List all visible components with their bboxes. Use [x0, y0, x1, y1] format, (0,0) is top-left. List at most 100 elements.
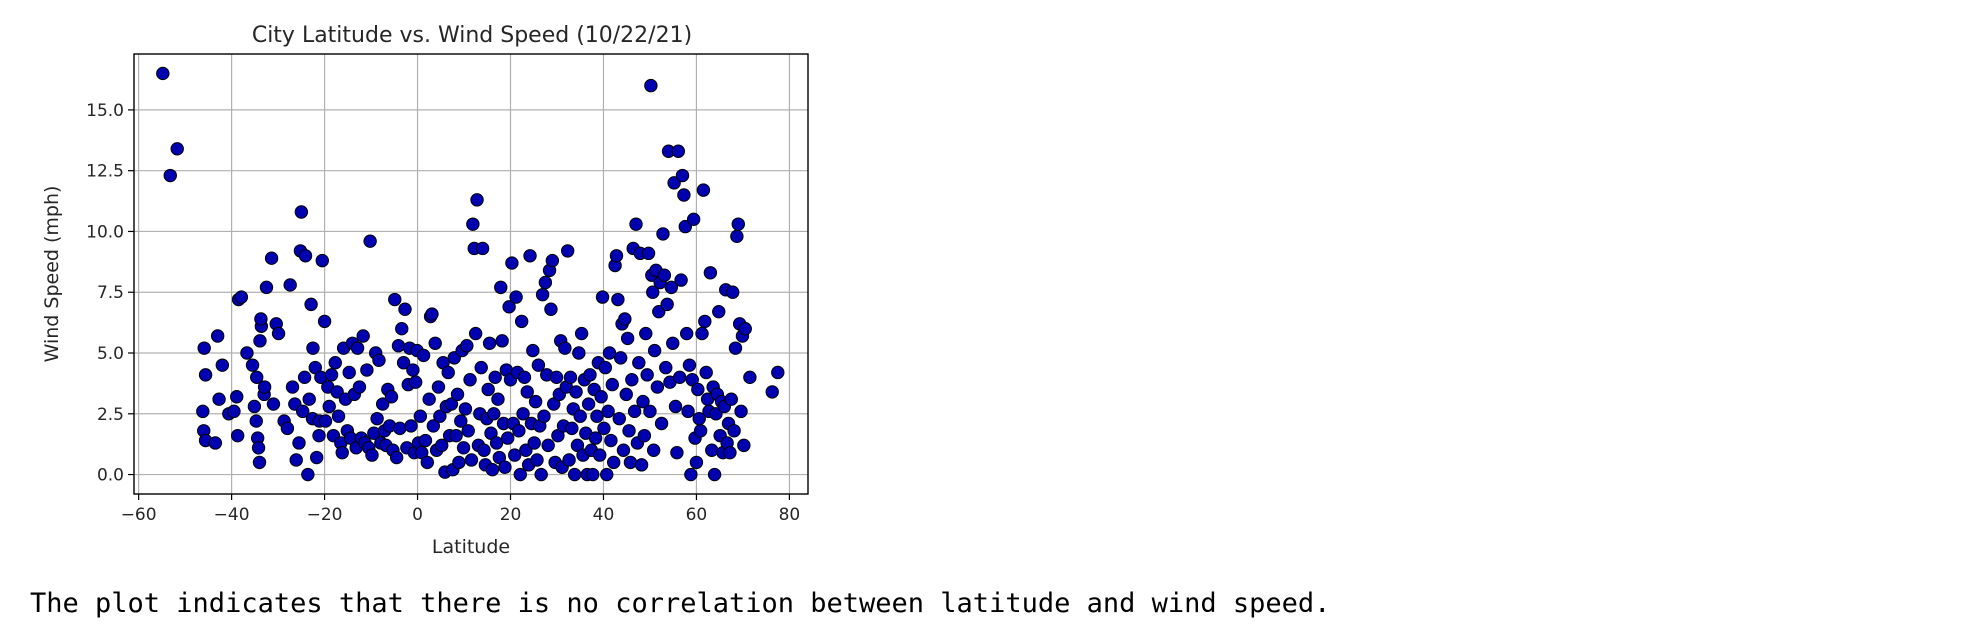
data-point: [691, 382, 705, 397]
data-point: [723, 445, 737, 460]
data-point: [569, 385, 583, 399]
data-point: [634, 458, 649, 472]
data-point: [208, 436, 223, 450]
data-point: [588, 431, 603, 445]
data-point: [656, 227, 670, 241]
y-tick-label: 15.0: [86, 101, 124, 121]
data-point: [738, 321, 752, 336]
data-point: [264, 251, 279, 265]
data-point: [650, 380, 665, 394]
data-point: [360, 363, 374, 377]
plot-area-frame: [133, 53, 809, 495]
data-point: [705, 443, 719, 457]
data-point: [678, 219, 692, 234]
data-point: [477, 443, 491, 457]
data-point: [482, 336, 497, 350]
data-point: [312, 428, 326, 443]
data-point: [609, 249, 624, 263]
data-point: [743, 370, 757, 385]
data-point: [454, 414, 468, 428]
data-point: [535, 287, 550, 302]
data-point: [670, 445, 684, 460]
data-point: [210, 329, 225, 343]
data-point: [709, 407, 723, 421]
data-point: [712, 304, 726, 319]
data-point: [698, 314, 712, 329]
x-tick-label: 60: [686, 505, 708, 525]
data-point: [280, 421, 295, 436]
data-point: [420, 455, 435, 470]
data-point: [266, 397, 281, 411]
data-point: [254, 312, 268, 326]
data-point: [523, 249, 537, 263]
data-point: [636, 394, 650, 409]
data-point: [289, 453, 303, 467]
data-point: [696, 183, 711, 197]
data-point: [485, 462, 500, 477]
data-point: [573, 409, 587, 423]
data-point: [481, 382, 495, 397]
data-point: [734, 404, 748, 419]
data-point: [257, 380, 272, 394]
data-point: [215, 358, 230, 372]
data-point: [474, 360, 488, 375]
data-point: [667, 176, 681, 190]
data-point: [433, 409, 447, 423]
data-point: [384, 390, 399, 404]
x-tick-label: −40: [214, 505, 250, 525]
data-point: [306, 341, 320, 355]
data-point: [595, 290, 610, 304]
data-point: [639, 326, 653, 341]
data-point: [398, 302, 412, 316]
data-point: [309, 450, 324, 465]
data-point: [625, 373, 639, 387]
data-point: [572, 346, 586, 360]
data-point: [689, 455, 704, 470]
data-point: [581, 397, 596, 411]
data-point: [699, 365, 713, 380]
chart-title: City Latitude vs. Wind Speed (10/22/21): [252, 23, 692, 48]
data-point: [693, 424, 708, 438]
data-point: [664, 280, 679, 295]
data-point: [623, 455, 638, 470]
data-point: [372, 353, 386, 367]
data-point: [731, 217, 745, 231]
data-point: [245, 358, 260, 372]
data-point: [489, 436, 504, 450]
data-point: [677, 188, 691, 202]
data-point: [531, 358, 546, 372]
data-point: [302, 392, 316, 406]
data-point: [643, 404, 657, 419]
data-point: [681, 404, 695, 419]
data-point: [537, 409, 551, 423]
data-point: [296, 404, 310, 419]
data-point: [519, 443, 533, 457]
data-point: [466, 217, 480, 231]
data-point: [684, 467, 698, 482]
data-point: [619, 387, 633, 402]
data-point: [501, 431, 515, 445]
data-point: [322, 399, 336, 414]
data-point: [607, 455, 621, 470]
data-point: [498, 460, 512, 474]
data-point: [567, 467, 582, 482]
data-point: [425, 307, 439, 321]
data-point: [408, 375, 423, 389]
data-point: [324, 368, 339, 382]
data-point: [413, 409, 428, 423]
data-point: [505, 256, 519, 270]
data-point: [659, 360, 673, 375]
data-point: [516, 407, 530, 421]
data-point: [252, 455, 267, 470]
data-point: [315, 253, 329, 268]
data-point: [597, 421, 611, 436]
data-point: [428, 336, 442, 350]
data-point: [285, 380, 300, 394]
data-point: [456, 441, 471, 455]
data-point: [611, 292, 625, 307]
data-point: [583, 368, 597, 382]
data-point: [602, 346, 617, 360]
analysis-caption: The plot indicates that there is no corr…: [30, 588, 1331, 619]
data-point: [528, 394, 543, 409]
data-point: [435, 438, 449, 453]
